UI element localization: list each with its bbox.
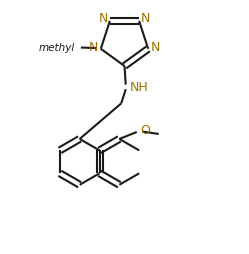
Text: O: O [140, 124, 150, 137]
Text: N: N [151, 41, 160, 54]
Text: N: N [99, 12, 108, 25]
Text: methyl: methyl [38, 42, 75, 53]
Text: N: N [141, 12, 150, 25]
Text: NH: NH [130, 81, 149, 94]
Text: N: N [89, 41, 98, 54]
